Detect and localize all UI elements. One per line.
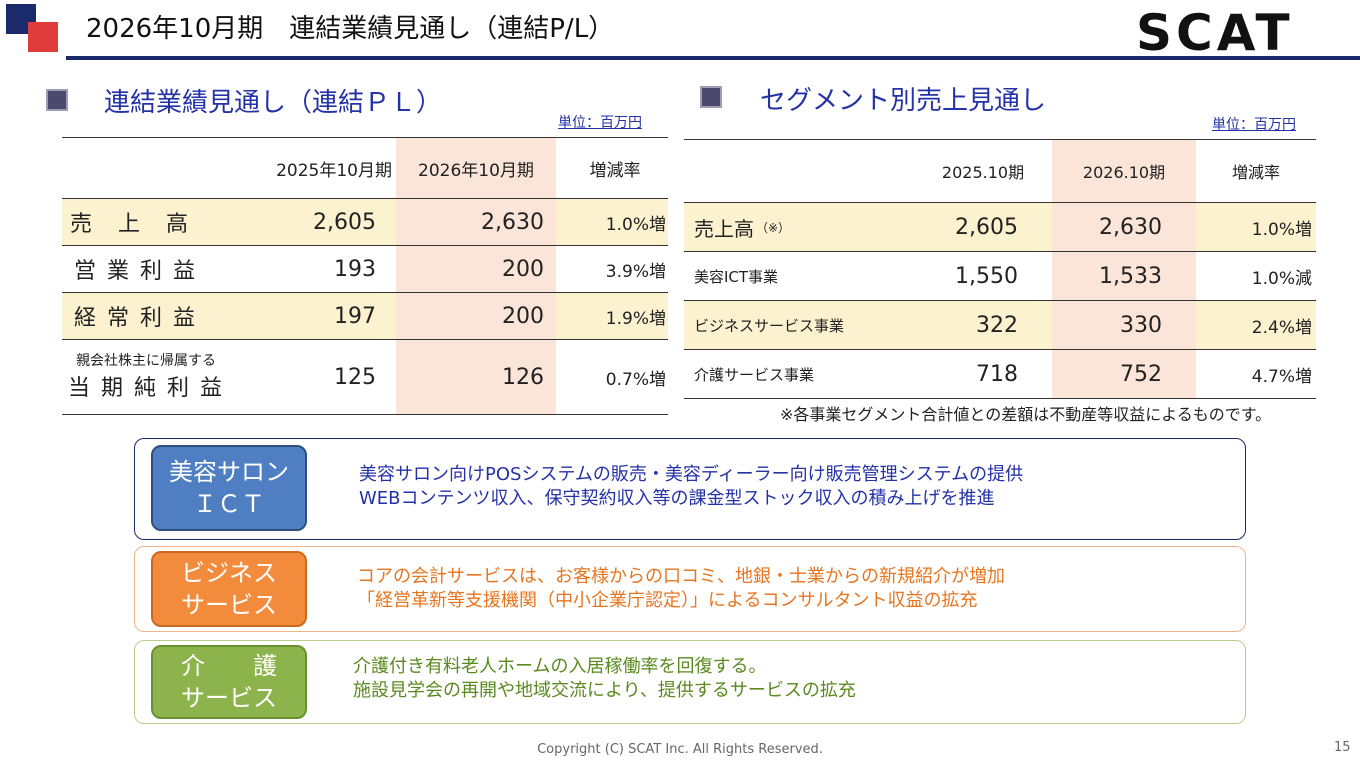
pl-row-2026: 126 <box>502 364 544 390</box>
tag-line: 美容サロン <box>169 458 289 486</box>
table-row: 介護サービス事業 718 752 4.7%増 <box>684 350 1316 398</box>
pl-row-2025: 2,605 <box>313 209 376 235</box>
pl-row-2026: 2,630 <box>481 209 544 235</box>
pl-table: 2025年10月期 2026年10月期 増減率 売 上 高 2,605 2,63… <box>62 137 668 415</box>
pl-col-rate: 増減率 <box>589 160 641 181</box>
tag-line: 介 護 <box>181 652 277 680</box>
pl-row-rate: 3.9%増 <box>605 261 666 282</box>
pl-header-row: 2025年10月期 2026年10月期 増減率 <box>62 138 668 198</box>
seg-row-2025: 1,550 <box>955 263 1018 289</box>
pl-col-2025: 2025年10月期 <box>276 160 392 181</box>
seg-row-2026: 1,533 <box>1099 263 1162 289</box>
pl-row-rate: 1.0%増 <box>605 214 666 235</box>
beauty-ict-box: 美容サロン ＩＣＴ 美容サロン向けPOSシステムの販売・美容ディーラー向け販売管… <box>134 438 1246 540</box>
seg-row-label: 介護サービス事業 <box>694 365 815 384</box>
seg-col-2026: 2026.10期 <box>1082 163 1166 182</box>
nursing-service-box: 介 護 サービス 介護付き有料老人ホームの入居稼働率を回復する。 施設見学会の再… <box>134 640 1246 724</box>
pl-unit: 単位：百万円 <box>558 115 642 131</box>
seg-row-rate: 2.4%増 <box>1251 317 1312 338</box>
seg-row-label: 売上高 <box>694 216 754 241</box>
pl-row-label: 経 常 利 益 <box>74 306 197 331</box>
nursing-service-tag: 介 護 サービス <box>151 645 307 719</box>
table-row: 営 業 利 益 193 200 3.9%増 <box>62 246 668 292</box>
pl-row-sublabel: 親会社株主に帰属する <box>76 353 216 369</box>
business-service-tag: ビジネス サービス <box>151 551 307 627</box>
segment-section-title: セグメント別売上見通し <box>760 86 1047 116</box>
brand-logo: SCAT <box>1136 4 1294 62</box>
seg-col-2025: 2025.10期 <box>941 163 1025 182</box>
table-row: 美容ICT事業 1,550 1,533 1.0%減 <box>684 252 1316 300</box>
pl-col-2026: 2026年10月期 <box>418 160 534 181</box>
seg-row-label: ビジネスサービス事業 <box>694 316 845 335</box>
pl-row-2026: 200 <box>502 256 544 282</box>
page-title: 2026年10月期 連結業績見通し（連結P/L） <box>86 14 615 44</box>
box-text-line: 「経営革新等支援機関（中小企業庁認定）」によるコンサルタント収益の拡充 <box>357 590 978 611</box>
seg-row-rate: 1.0%増 <box>1251 219 1312 240</box>
seg-row-2026: 330 <box>1120 312 1162 338</box>
tag-line: ビジネス <box>181 559 277 587</box>
pl-row-rate: 0.7%増 <box>605 369 666 390</box>
page-number: 15 <box>1334 740 1351 755</box>
seg-row-2026: 752 <box>1120 361 1162 387</box>
box-text-line: 美容サロン向けPOSシステムの販売・美容ディーラー向け販売管理システムの提供 <box>359 464 1024 485</box>
header-divider <box>66 56 1360 60</box>
seg-col-rate: 増減率 <box>1231 163 1280 182</box>
pl-row-label: 営 業 利 益 <box>74 259 197 284</box>
pl-row-2025: 197 <box>334 303 376 329</box>
box-text-line: コアの会計サービスは、お客様からの口コミ、地銀・士業からの新規紹介が増加 <box>357 566 1005 587</box>
table-row: 経 常 利 益 197 200 1.9%増 <box>62 293 668 339</box>
segment-header-row: 2025.10期 2026.10期 増減率 <box>684 140 1316 202</box>
seg-row-2025: 718 <box>976 361 1018 387</box>
pl-row-2025: 125 <box>334 364 376 390</box>
segment-table: 2025.10期 2026.10期 増減率 売上高 （※） 2,605 2,63… <box>684 139 1316 399</box>
beauty-ict-tag: 美容サロン ＩＣＴ <box>151 445 307 531</box>
copyright-footer: Copyright (C) SCAT Inc. All Rights Reser… <box>537 742 823 757</box>
pl-highlight-column <box>396 138 556 414</box>
seg-row-suffix: （※） <box>756 220 791 235</box>
tag-line: サービス <box>181 591 277 619</box>
seg-row-2025: 322 <box>976 312 1018 338</box>
seg-row-rate: 4.7%増 <box>1251 366 1312 387</box>
tag-line: ＩＣＴ <box>193 490 265 518</box>
table-row: 売 上 高 2,605 2,630 1.0%増 <box>62 199 668 245</box>
segment-note: ※各事業セグメント合計値との差額は不動産等収益によるものです。 <box>780 405 1272 424</box>
pl-section-title: 連結業績見通し（連結ＰＬ） <box>104 88 443 118</box>
pl-row-label: 売 上 高 <box>70 212 191 237</box>
box-text-line: WEBコンテンツ収入、保守契約収入等の課金型ストック収入の積み上げを推進 <box>359 488 995 509</box>
box-text-line: 施設見学会の再開や地域交流により、提供するサービスの拡充 <box>353 680 856 701</box>
pl-row-rate: 1.9%増 <box>605 308 666 329</box>
seg-row-2025: 2,605 <box>955 214 1018 240</box>
business-service-box: ビジネス サービス コアの会計サービスは、お客様からの口コミ、地銀・士業からの新… <box>134 546 1246 632</box>
seg-row-label: 美容ICT事業 <box>694 267 779 286</box>
tag-line: サービス <box>181 684 277 712</box>
table-row: 親会社株主に帰属する 当 期 純 利 益 125 126 0.7%増 <box>62 340 668 414</box>
section-bullet-icon <box>700 86 722 108</box>
pl-row-2026: 200 <box>502 303 544 329</box>
table-row: ビジネスサービス事業 322 330 2.4%増 <box>684 301 1316 349</box>
logo-square-red <box>28 22 58 52</box>
seg-row-rate: 1.0%減 <box>1251 268 1312 289</box>
seg-row-2026: 2,630 <box>1099 214 1162 240</box>
table-row: 売上高 （※） 2,605 2,630 1.0%増 <box>684 203 1316 251</box>
section-bullet-icon <box>46 89 68 111</box>
segment-unit: 単位：百万円 <box>1212 117 1296 133</box>
pl-row-2025: 193 <box>334 256 376 282</box>
pl-row-label: 当 期 純 利 益 <box>68 376 224 401</box>
box-text-line: 介護付き有料老人ホームの入居稼働率を回復する。 <box>353 656 767 677</box>
segment-highlight-column <box>1052 140 1196 398</box>
